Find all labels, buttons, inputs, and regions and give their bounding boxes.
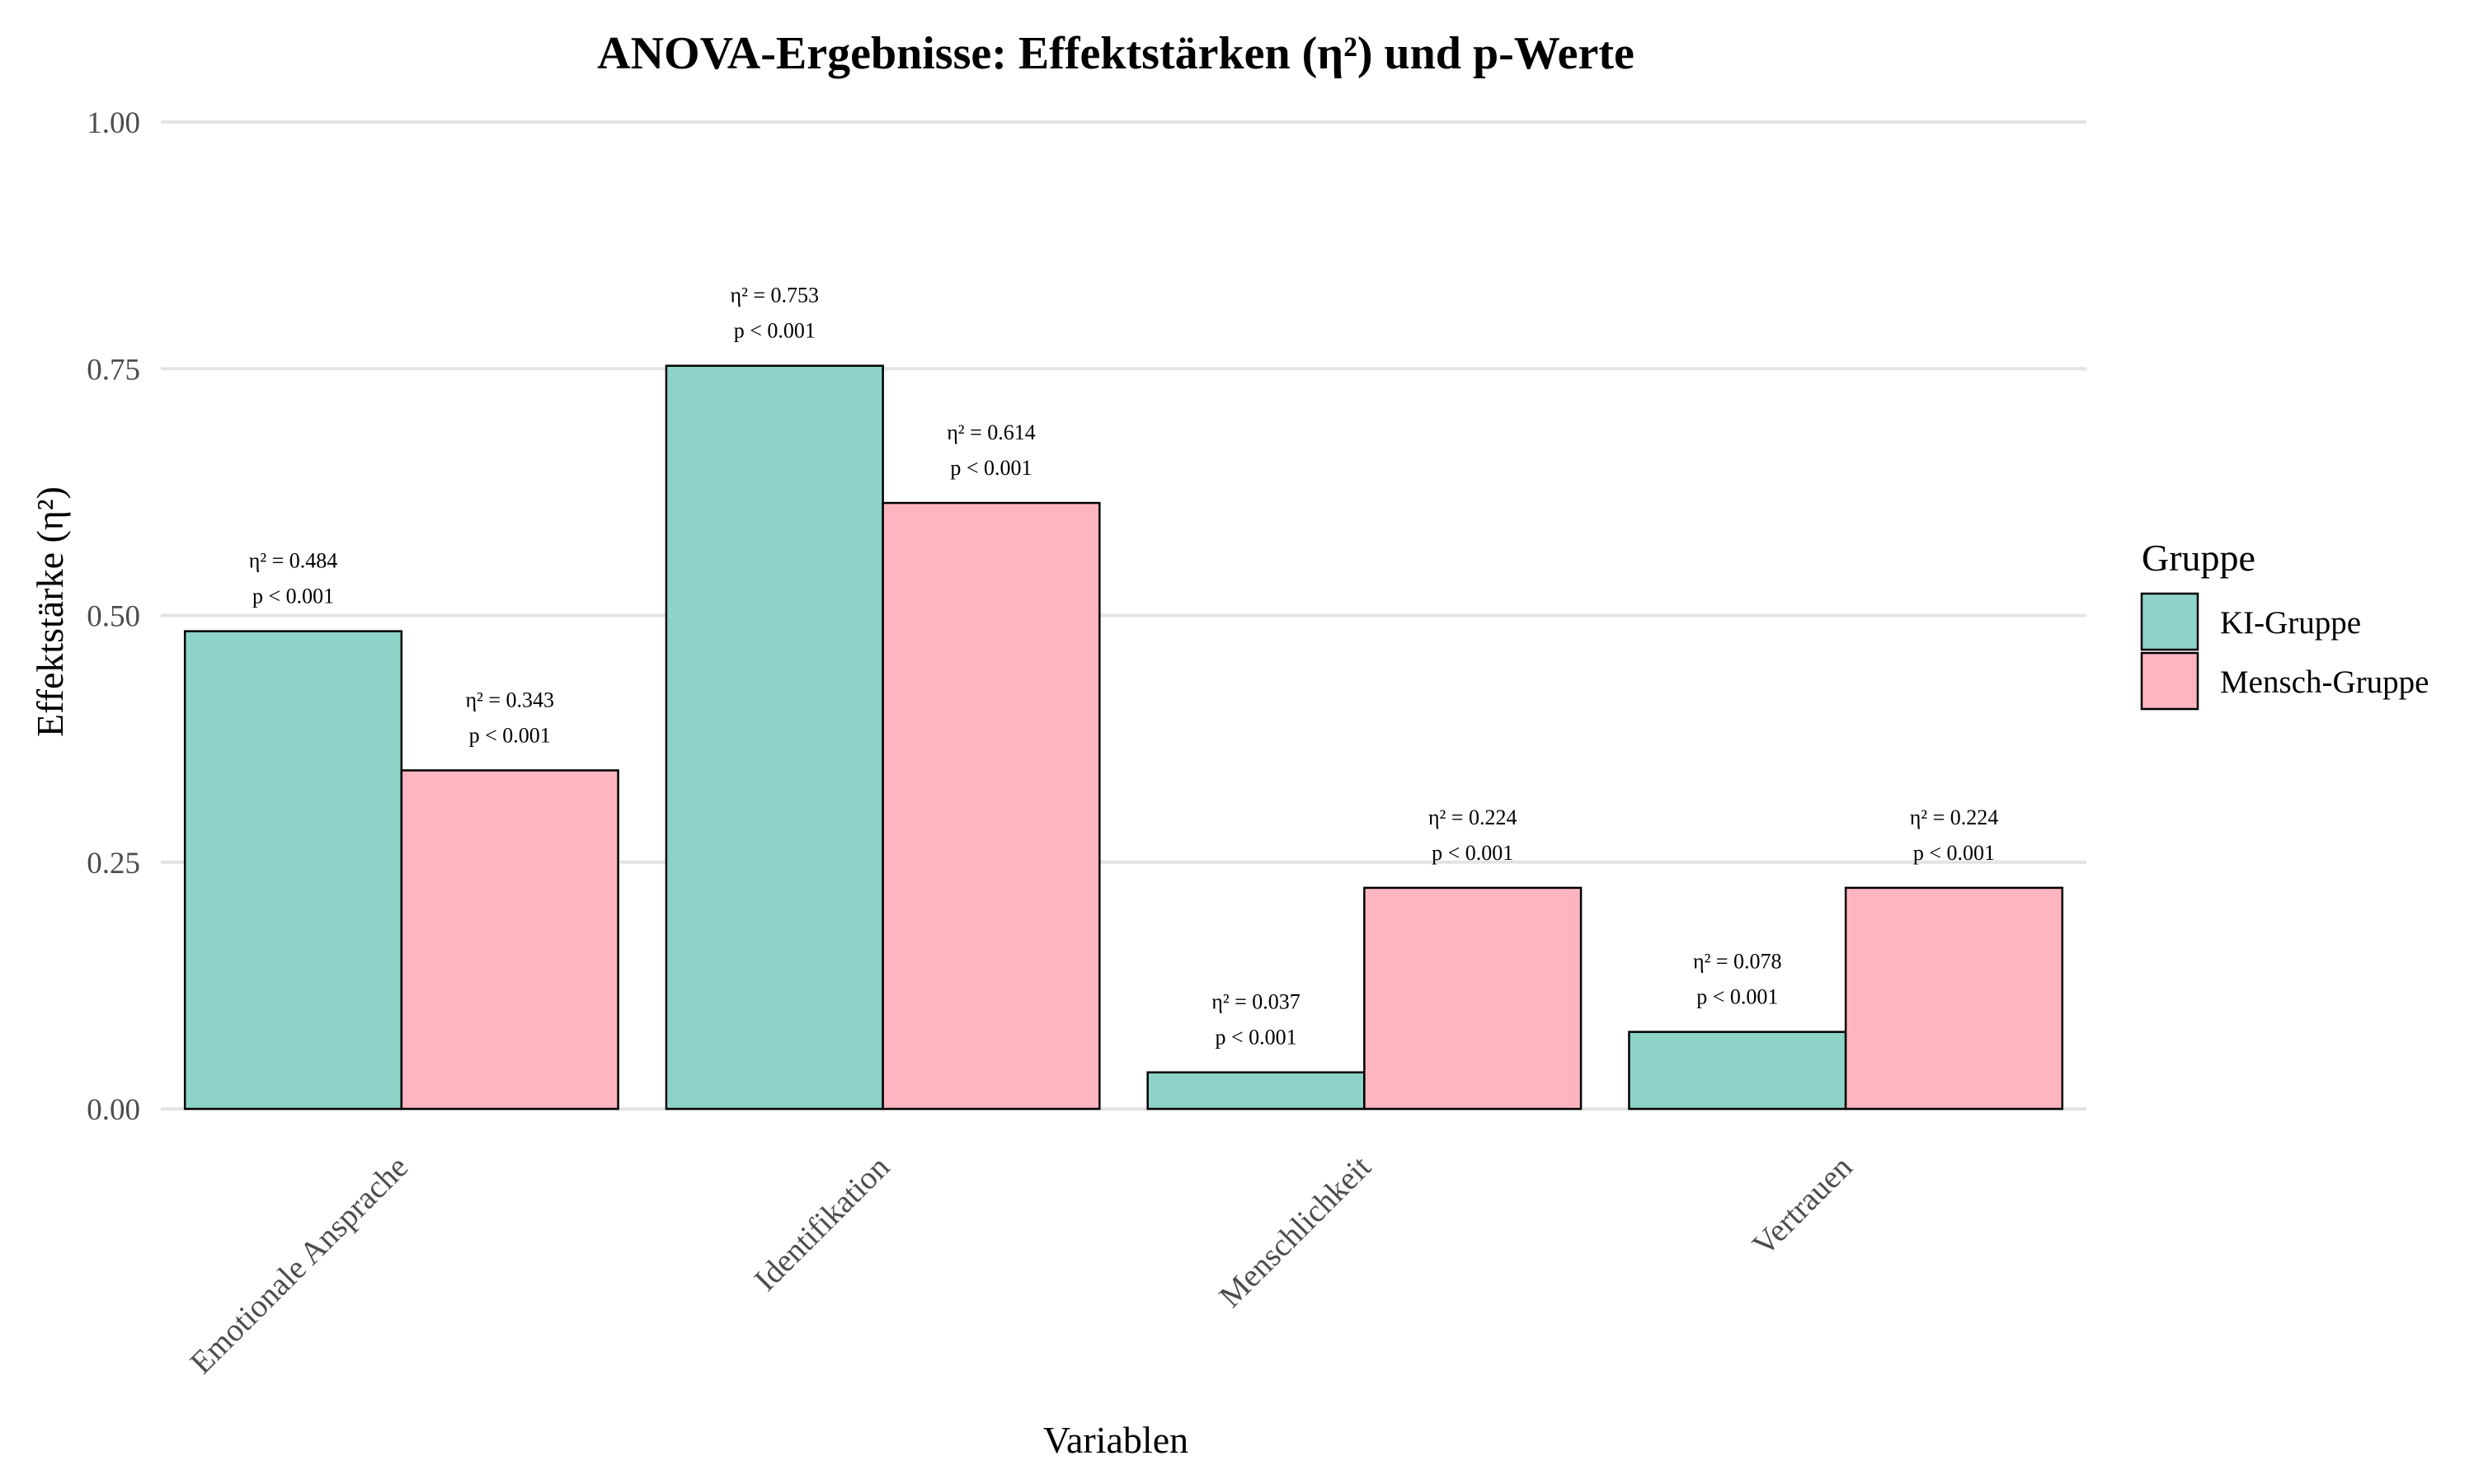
x-tick-label: Menschlichkeit bbox=[1212, 1149, 1378, 1315]
bar-ki-gruppe-0 bbox=[183, 630, 403, 1111]
y-tick-label: 0.75 bbox=[87, 353, 140, 387]
data-label-p: p < 0.001 bbox=[1215, 1026, 1296, 1050]
data-label-eta: η² = 0.037 bbox=[1211, 990, 1300, 1014]
data-labels: η² = 0.484 p < 0.001 η² = 0.343 p < 0.001 η²… bbox=[249, 284, 1999, 1050]
data-label-p: p < 0.001 bbox=[950, 456, 1032, 480]
bar-mensch-gruppe-1 bbox=[882, 501, 1101, 1111]
data-label-p: p < 0.001 bbox=[1696, 985, 1778, 1009]
data-label-p: p < 0.001 bbox=[252, 585, 334, 608]
bar-ki-gruppe-1 bbox=[665, 364, 884, 1111]
bar-mensch-gruppe-0 bbox=[400, 769, 619, 1111]
data-label-eta: η² = 0.078 bbox=[1693, 950, 1782, 974]
bars bbox=[183, 364, 2064, 1111]
x-tick-label: Vertrauen bbox=[1746, 1149, 1860, 1263]
y-axis-title: Effektstärke (η²) bbox=[29, 486, 71, 737]
data-label-p: p < 0.001 bbox=[734, 319, 816, 343]
data-label-eta: η² = 0.224 bbox=[1910, 805, 1999, 829]
data-label-p: p < 0.001 bbox=[1913, 841, 1995, 865]
data-label-eta: η² = 0.484 bbox=[249, 549, 338, 573]
data-label-eta: η² = 0.343 bbox=[465, 688, 554, 711]
x-axis-title: Variablen bbox=[1043, 1419, 1188, 1461]
y-tick-label: 0.00 bbox=[87, 1093, 140, 1127]
legend-title: Gruppe bbox=[2142, 537, 2255, 579]
bar-mensch-gruppe-2 bbox=[1363, 886, 1583, 1111]
data-label-eta: η² = 0.753 bbox=[731, 284, 820, 308]
x-tick-label: Identifikation bbox=[747, 1149, 896, 1298]
y-tick-label: 1.00 bbox=[87, 106, 140, 140]
bar-ki-gruppe-3 bbox=[1628, 1031, 1847, 1111]
x-tick-label: Emotionale Ansprache bbox=[183, 1149, 415, 1381]
chart-title: ANOVA-Ergebnisse: Effektstärken (η²) und… bbox=[597, 28, 1634, 79]
bar-mensch-gruppe-3 bbox=[1844, 886, 2064, 1111]
legend-label: KI-Gruppe bbox=[2220, 605, 2361, 641]
x-axis-ticks: Emotionale Ansprache Identifikation Mensch… bbox=[183, 1149, 1859, 1381]
legend-label: Mensch-Gruppe bbox=[2220, 665, 2429, 700]
data-label-eta: η² = 0.224 bbox=[1428, 805, 1517, 829]
data-label-p: p < 0.001 bbox=[469, 723, 551, 747]
data-label-eta: η² = 0.614 bbox=[947, 420, 1036, 444]
data-label-p: p < 0.001 bbox=[1432, 841, 1513, 865]
legend: Gruppe KI-Gruppe Mensch-Gruppe bbox=[2140, 537, 2429, 711]
y-axis-ticks: 0.00 0.25 0.50 0.75 1.00 bbox=[87, 106, 140, 1127]
y-tick-label: 0.25 bbox=[87, 847, 140, 881]
y-tick-label: 0.50 bbox=[87, 600, 140, 634]
legend-swatch bbox=[2140, 651, 2199, 711]
legend-swatch bbox=[2140, 592, 2199, 651]
bar-ki-gruppe-2 bbox=[1146, 1071, 1366, 1111]
